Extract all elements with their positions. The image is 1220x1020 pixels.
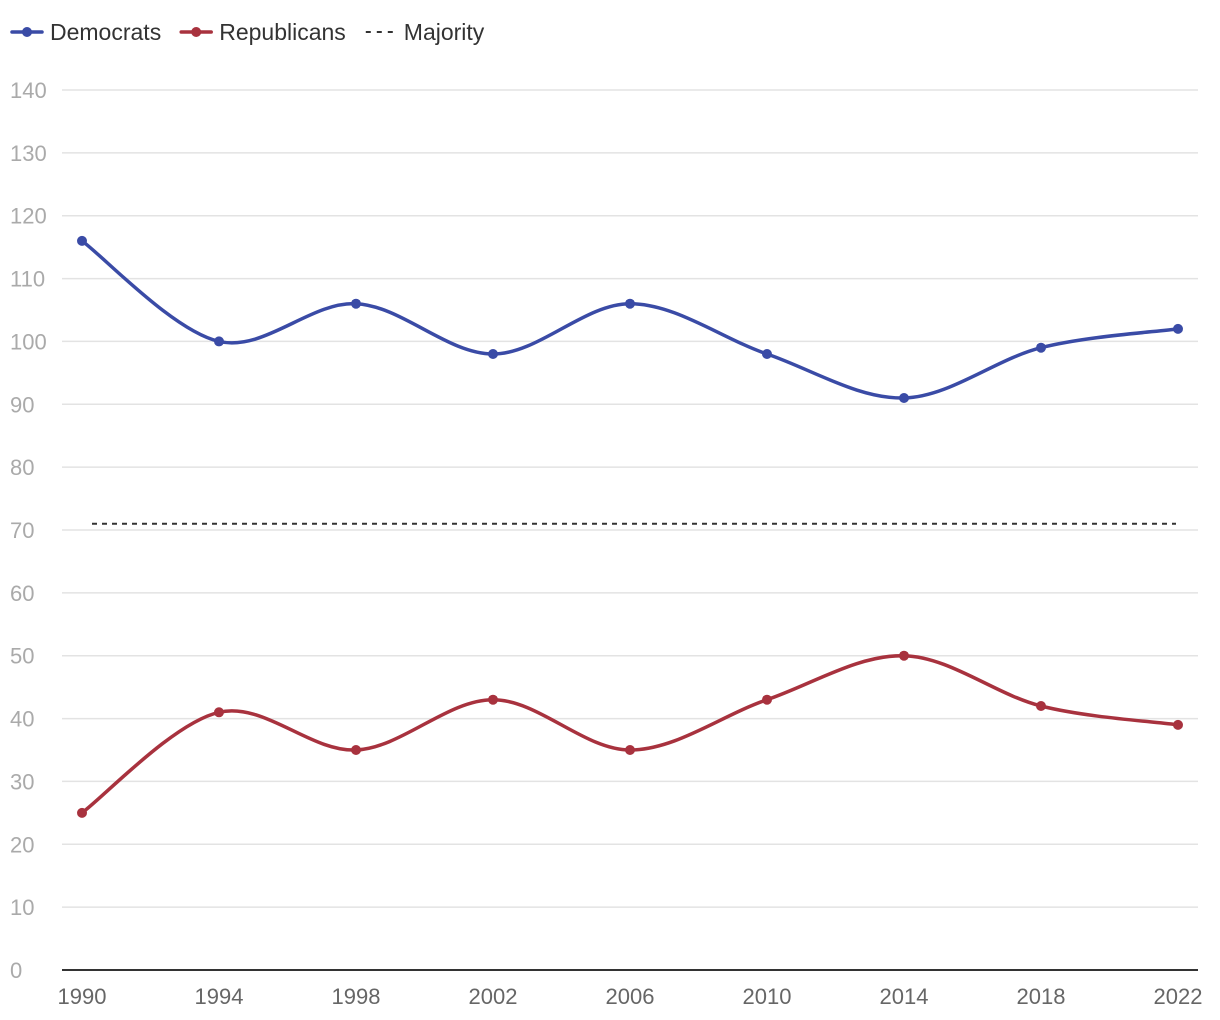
data-point-republicans-2022[interactable]: [1173, 719, 1183, 730]
x-tick-label-1994: 1994: [195, 984, 244, 1009]
series-line-republicans: [80, 653, 1180, 815]
y-tick-label-120: 120: [10, 204, 47, 229]
data-point-democrats-1990[interactable]: [77, 235, 87, 246]
x-tick-label-2006: 2006: [606, 984, 655, 1009]
chart-legend: Democrats Republicans Majority: [10, 19, 485, 45]
y-axis: 0 10 20 30 40 50 60 70 80 90 100 110 120 130 140: [10, 78, 47, 983]
legend-item-democrats[interactable]: Democrats: [10, 19, 161, 45]
x-tick-label-1990: 1990: [58, 984, 107, 1009]
legend-marker-democrats: [22, 27, 32, 37]
data-point-republicans-2006[interactable]: [625, 745, 635, 755]
y-tick-label-90: 90: [10, 392, 34, 417]
data-point-republicans-2018[interactable]: [1036, 701, 1046, 711]
legend-label-majority: Majority: [404, 19, 485, 45]
y-tick-label-80: 80: [10, 455, 34, 480]
x-tick-label-2010: 2010: [743, 984, 792, 1009]
legend-label-democrats: Democrats: [50, 19, 161, 45]
y-tick-label-100: 100: [10, 329, 47, 354]
legend-label-republicans: Republicans: [219, 19, 346, 45]
y-tick-label-30: 30: [10, 769, 34, 794]
x-tick-label-2022: 2022: [1154, 984, 1203, 1009]
data-point-democrats-2010[interactable]: [762, 349, 772, 359]
series-group: [77, 235, 1183, 818]
x-tick-label-2018: 2018: [1017, 984, 1066, 1009]
data-point-republicans-2010[interactable]: [762, 694, 772, 705]
data-point-democrats-2014[interactable]: [899, 393, 909, 403]
series-line-democrats: [80, 239, 1180, 400]
series-republicans: [77, 650, 1183, 818]
data-point-democrats-1998[interactable]: [351, 298, 361, 309]
series-democrats: [77, 235, 1183, 403]
data-point-republicans-2014[interactable]: [899, 650, 909, 661]
y-tick-label-50: 50: [10, 644, 34, 669]
data-point-democrats-2006[interactable]: [625, 298, 635, 309]
y-tick-label-110: 110: [10, 267, 45, 292]
y-tick-label-20: 20: [10, 832, 34, 857]
y-tick-label-60: 60: [10, 581, 34, 606]
grid-lines: [62, 89, 1198, 908]
x-tick-label-2014: 2014: [880, 984, 929, 1009]
y-tick-label-10: 10: [10, 895, 34, 920]
legend-item-majority[interactable]: Majority: [365, 19, 485, 45]
x-axis: 1990 1994 1998 2002 2006 2010 2014 2018 2022: [58, 969, 1203, 1009]
data-point-democrats-2018[interactable]: [1036, 342, 1046, 353]
legend-item-republicans[interactable]: Republicans: [179, 19, 346, 45]
data-point-republicans-2002[interactable]: [488, 694, 498, 705]
data-point-democrats-1994[interactable]: [214, 336, 224, 347]
y-tick-label-70: 70: [10, 518, 34, 543]
y-tick-label-130: 130: [10, 141, 47, 166]
data-point-republicans-1994[interactable]: [214, 707, 224, 718]
y-tick-label-0: 0: [10, 958, 22, 983]
legend-marker-republicans: [191, 27, 202, 37]
x-tick-label-2002: 2002: [469, 984, 518, 1009]
data-point-republicans-1998[interactable]: [351, 745, 361, 755]
data-point-democrats-2022[interactable]: [1173, 323, 1183, 334]
y-tick-label-40: 40: [10, 707, 34, 732]
y-tick-label-140: 140: [10, 78, 47, 103]
x-tick-label-1998: 1998: [332, 984, 381, 1009]
data-point-democrats-2002[interactable]: [488, 349, 498, 359]
data-point-republicans-1990[interactable]: [77, 807, 87, 818]
